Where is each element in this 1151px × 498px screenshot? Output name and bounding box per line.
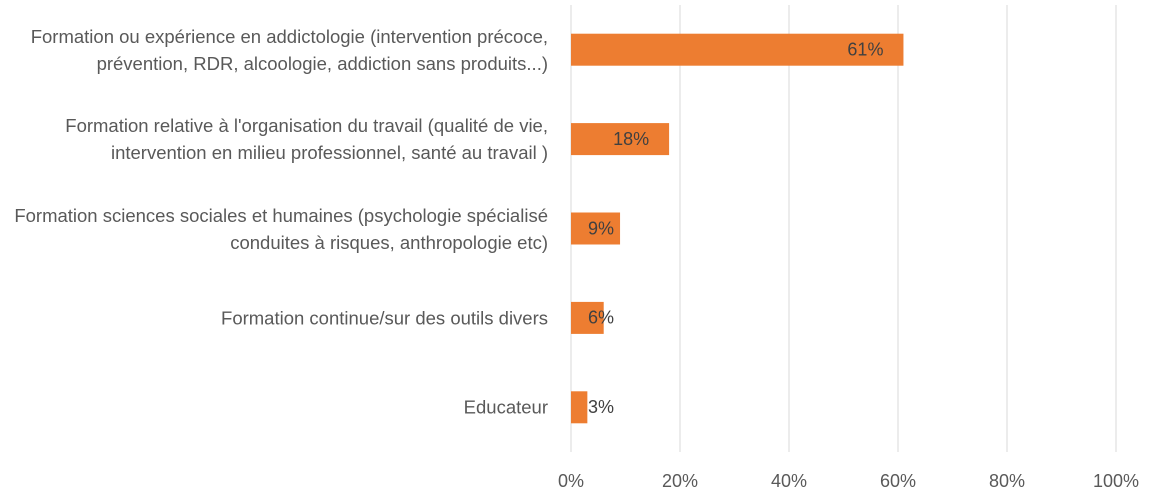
data-label: 3% <box>588 397 614 417</box>
bar <box>571 301 604 334</box>
category-label: Formation continue/sur des outils divers <box>221 307 548 329</box>
data-label: 18% <box>613 129 649 149</box>
bar <box>571 212 621 245</box>
x-tick-label: 80% <box>989 471 1025 491</box>
category-label: Formation relative à l'organisation du t… <box>65 115 548 164</box>
x-tick-label: 0% <box>558 471 584 491</box>
category-label: Formation sciences sociales et humaines … <box>14 204 548 253</box>
bar <box>571 391 588 424</box>
x-tick-label: 20% <box>662 471 698 491</box>
bar <box>571 123 670 156</box>
category-label: Formation ou expérience en addictologie … <box>30 25 548 74</box>
bar <box>571 33 904 66</box>
x-tick-label: 100% <box>1093 471 1139 491</box>
data-label: 6% <box>588 308 614 328</box>
data-label: 61% <box>847 39 883 59</box>
data-label: 9% <box>588 218 614 238</box>
x-tick-label: 40% <box>771 471 807 491</box>
category-label: Educateur <box>463 396 548 418</box>
x-tick-label: 60% <box>880 471 916 491</box>
